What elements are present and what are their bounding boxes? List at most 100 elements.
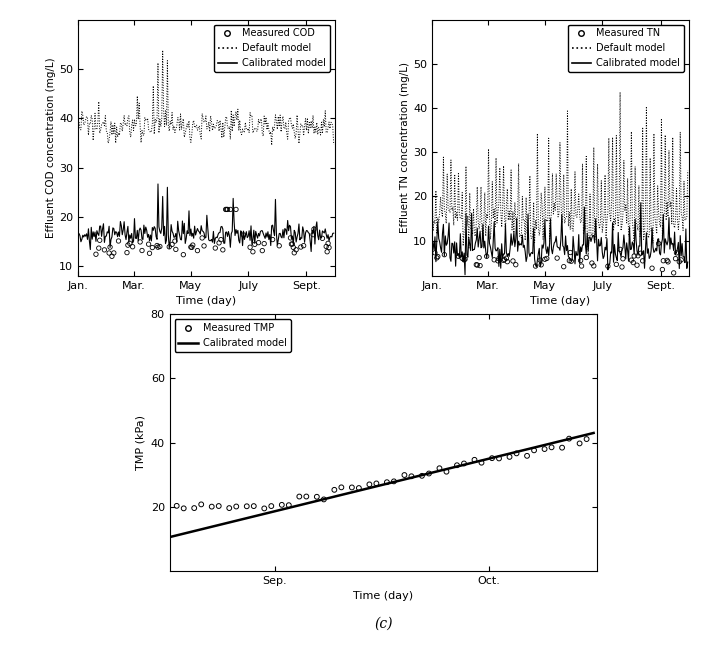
Point (657, 264, 668, 275)
Point (186, 242, 197, 253)
Y-axis label: Effluent COD concentration (mg/L): Effluent COD concentration (mg/L) (46, 58, 56, 238)
Point (308, 224, 320, 234)
Point (169, 236, 180, 247)
Point (471, 260, 483, 270)
Point (154, 241, 165, 252)
Point (535, 260, 547, 270)
Point (488, 255, 500, 265)
Point (153, 242, 164, 253)
Point (213, 501, 224, 511)
Point (195, 499, 207, 510)
Point (241, 501, 253, 512)
Point (486, 453, 498, 463)
Point (432, 251, 444, 262)
Point (430, 247, 441, 258)
Point (238, 230, 249, 240)
Y-axis label: Effluent TN concentration (mg/L): Effluent TN concentration (mg/L) (400, 62, 410, 234)
Point (469, 455, 480, 465)
Point (381, 477, 393, 487)
Point (564, 247, 576, 258)
Point (300, 491, 312, 502)
Point (405, 471, 417, 482)
Point (510, 260, 521, 270)
Point (221, 204, 232, 215)
Point (121, 247, 133, 258)
Point (511, 448, 523, 459)
Point (575, 255, 586, 266)
X-axis label: Time (day): Time (day) (176, 297, 236, 306)
Point (564, 255, 575, 266)
Point (307, 230, 319, 240)
Point (614, 244, 626, 255)
Point (626, 255, 637, 266)
Point (539, 444, 550, 455)
Point (502, 256, 513, 267)
Point (501, 253, 512, 264)
Point (113, 236, 124, 246)
Point (557, 442, 568, 453)
Point (108, 248, 119, 258)
Point (646, 263, 657, 274)
Point (507, 256, 518, 266)
Point (628, 257, 639, 268)
Point (459, 254, 471, 264)
Point (106, 251, 118, 262)
Point (535, 255, 546, 266)
Point (499, 255, 510, 265)
Point (653, 238, 665, 249)
Text: (b): (b) (551, 333, 570, 346)
Point (285, 239, 297, 249)
Point (602, 261, 613, 272)
Point (144, 248, 155, 258)
Point (276, 500, 288, 510)
Point (558, 262, 569, 272)
Point (122, 240, 133, 251)
Point (298, 240, 310, 251)
Point (214, 237, 225, 248)
Point (224, 204, 236, 215)
Point (452, 460, 463, 470)
Point (215, 234, 226, 245)
Point (104, 248, 115, 258)
Point (474, 260, 486, 271)
Point (220, 204, 231, 215)
Point (322, 247, 333, 257)
Legend: Measured TN, Default model, Calibrated model: Measured TN, Default model, Calibrated m… (568, 24, 684, 72)
Point (453, 251, 464, 262)
Point (441, 466, 452, 477)
Point (94, 235, 105, 245)
Point (217, 245, 229, 255)
Point (671, 247, 682, 258)
Y-axis label: TMP (kPa): TMP (kPa) (135, 415, 145, 470)
Point (581, 434, 592, 444)
Point (244, 242, 256, 253)
Point (93, 243, 104, 253)
Point (541, 253, 552, 264)
Point (539, 254, 550, 264)
Point (346, 482, 358, 493)
Point (290, 245, 302, 255)
Point (294, 491, 305, 502)
Point (552, 253, 563, 263)
Point (675, 255, 687, 265)
Point (222, 204, 233, 215)
Point (439, 249, 450, 260)
Point (674, 256, 685, 267)
Point (546, 442, 557, 453)
Point (637, 256, 648, 266)
Point (633, 251, 644, 261)
Point (143, 239, 154, 249)
Point (493, 453, 505, 464)
Point (127, 241, 138, 252)
Point (178, 249, 189, 260)
Point (99, 245, 110, 255)
Point (318, 494, 329, 504)
Point (171, 501, 182, 511)
Point (492, 256, 503, 266)
X-axis label: Time (day): Time (day) (530, 297, 591, 306)
Point (224, 503, 235, 514)
Point (611, 259, 622, 270)
Point (504, 451, 515, 462)
Point (399, 470, 410, 480)
Point (285, 233, 296, 243)
